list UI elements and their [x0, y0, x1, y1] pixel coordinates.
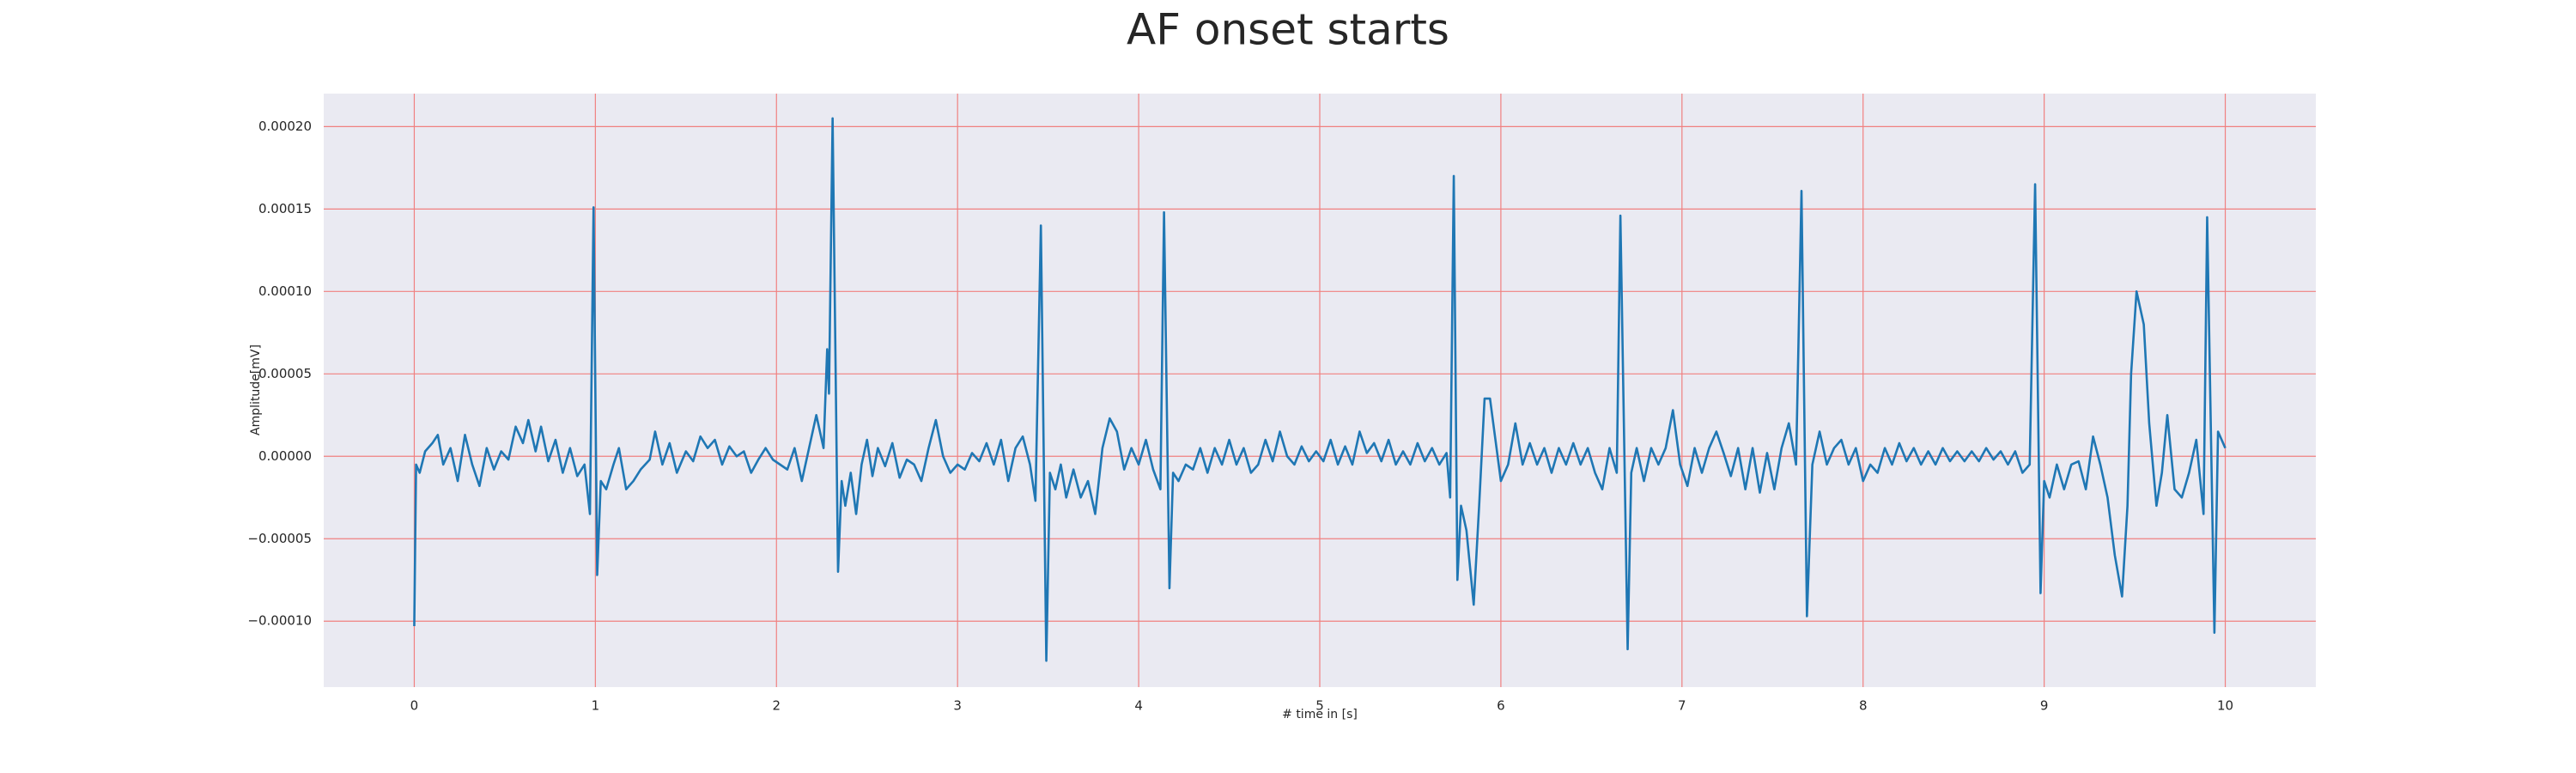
y-tick-label: −0.00010	[247, 613, 312, 629]
x-tick-label: 9	[2040, 698, 2049, 714]
y-tick-label: 0.00000	[258, 448, 312, 464]
ecg-line	[413, 117, 2227, 662]
x-tick-label: 0	[410, 698, 419, 714]
x-tick-label: 5	[1315, 698, 1324, 714]
x-tick-label: 7	[1678, 698, 1686, 714]
x-tick-label: 2	[772, 698, 781, 714]
x-tick-label: 10	[2217, 698, 2233, 714]
y-tick-label: 0.00010	[258, 283, 312, 299]
y-tick-label: 0.00005	[258, 366, 312, 381]
x-tick-label: 3	[953, 698, 962, 714]
x-axis-label: # time in [s]	[1282, 708, 1358, 721]
y-tick-label: 0.00015	[258, 201, 312, 216]
x-tick-label: 8	[1859, 698, 1868, 714]
y-axis-label: Amplitude[mV]	[249, 344, 263, 435]
x-tick-label: 4	[1134, 698, 1143, 714]
x-tick-label: 1	[592, 698, 600, 714]
x-tick-label: 6	[1497, 698, 1505, 714]
y-tick-label: 0.00020	[258, 119, 312, 134]
y-tick-label: −0.00005	[247, 531, 312, 546]
chart-title: AF onset starts	[1127, 5, 1449, 55]
